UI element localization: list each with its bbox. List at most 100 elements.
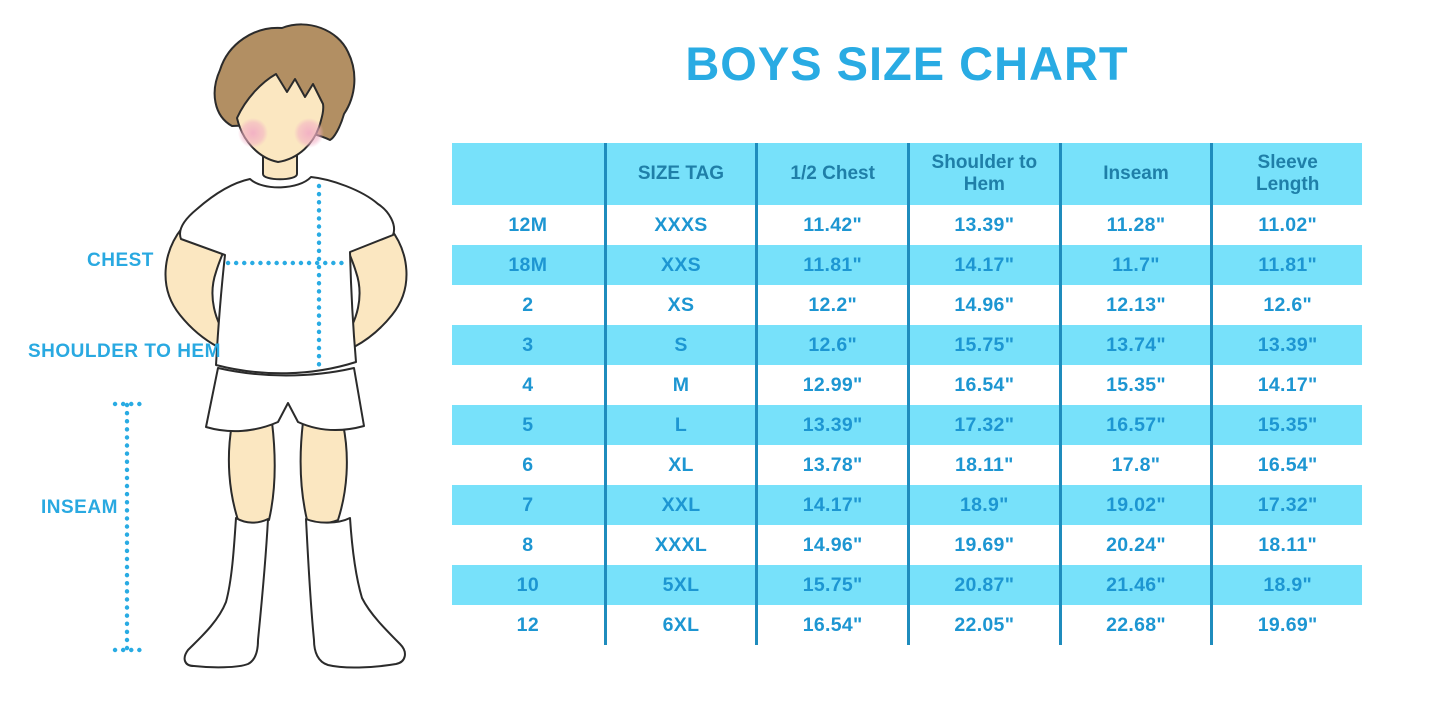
cell-shoulder-to-hem: 18.9" — [907, 485, 1059, 525]
cell-size: 7 — [522, 493, 534, 516]
table-row: 10 5XL 15.75" 20.87" 21.46" 18.9" — [452, 565, 1362, 605]
cell-sleeve-length: 11.02" — [1210, 205, 1362, 245]
shoulder-to-hem-label: SHOULDER TO HEM — [28, 341, 221, 362]
cell-half-chest: 14.96" — [755, 525, 907, 565]
chest-label: CHEST — [87, 250, 154, 271]
boy-illustration: CHEST SHOULDER TO HEM INSEAM — [0, 0, 460, 723]
cell-size: 6 — [522, 453, 534, 476]
cell-size: 12 — [516, 613, 539, 636]
table-row: 8 XXXL 14.96" 19.69" 20.24" 18.11" — [452, 525, 1362, 565]
cell-sleeve-length: 19.69" — [1210, 605, 1362, 645]
cell-size: 3 — [522, 333, 534, 356]
inseam-label: INSEAM — [41, 497, 118, 518]
cell-inseam: 11.28" — [1058, 205, 1211, 245]
cell-half-chest: 11.42" — [755, 205, 907, 245]
cell-sleeve-length: 18.9" — [1210, 565, 1362, 605]
cell-sleeve-length: 12.6" — [1210, 285, 1362, 325]
cell-half-chest: 11.81" — [755, 245, 907, 285]
cell-inseam: 21.46" — [1058, 565, 1211, 605]
cell-size-tag: XXXS — [603, 205, 756, 245]
cell-inseam: 11.7" — [1058, 245, 1211, 285]
right-blush — [294, 118, 324, 148]
table-row: 12 6XL 16.54" 22.05" 22.68" 19.69" — [452, 605, 1362, 645]
cell-size-tag: XL — [603, 445, 756, 485]
cell-shoulder-to-hem: 14.17" — [907, 245, 1059, 285]
cell-inseam: 15.35" — [1058, 365, 1211, 405]
right-leg-shape — [299, 421, 348, 524]
table-row: 2 XS 12.2" 14.96" 12.13" 12.6" — [452, 285, 1362, 325]
shorts-shape — [205, 367, 365, 433]
cell-inseam: 22.68" — [1058, 605, 1211, 645]
shirt-shape — [179, 176, 395, 375]
cell-size-tag: XXS — [603, 245, 756, 285]
cell-size: 4 — [522, 373, 534, 396]
cell-sleeve-length: 16.54" — [1210, 445, 1362, 485]
header-cell-sleeve-length: Sleeve Length — [1210, 143, 1362, 205]
left-leg-shape — [227, 421, 276, 524]
cell-size-tag: XXXL — [603, 525, 756, 565]
size-table: SIZE TAG 1/2 Chest Shoulder to Hem Insea… — [452, 143, 1362, 645]
cell-half-chest: 12.6" — [755, 325, 907, 365]
cell-inseam: 16.57" — [1058, 405, 1211, 445]
cell-size: 8 — [522, 533, 534, 556]
header-cell-shoulder-to-hem: Shoulder to Hem — [907, 143, 1059, 205]
cell-size-tag: XXL — [603, 485, 756, 525]
cell-size: 12M — [508, 213, 548, 236]
header-cell-inseam: Inseam — [1058, 143, 1211, 205]
cell-sleeve-length: 17.32" — [1210, 485, 1362, 525]
cell-shoulder-to-hem: 18.11" — [907, 445, 1059, 485]
cell-half-chest: 12.99" — [755, 365, 907, 405]
header-cell-size-tag: SIZE TAG — [603, 143, 756, 205]
cell-inseam: 17.8" — [1058, 445, 1211, 485]
cell-size: 5 — [522, 413, 534, 436]
cell-inseam: 12.13" — [1058, 285, 1211, 325]
cell-sleeve-length: 13.39" — [1210, 325, 1362, 365]
cell-shoulder-to-hem: 16.54" — [907, 365, 1059, 405]
cell-half-chest: 13.39" — [755, 405, 907, 445]
header-cell-size — [452, 143, 604, 205]
cell-size: 18M — [508, 253, 548, 276]
cell-size-tag: 6XL — [603, 605, 756, 645]
cell-size-tag: 5XL — [603, 565, 756, 605]
header-cell-half-chest: 1/2 Chest — [755, 143, 907, 205]
cell-size: 2 — [522, 293, 534, 316]
cell-inseam: 20.24" — [1058, 525, 1211, 565]
cell-shoulder-to-hem: 22.05" — [907, 605, 1059, 645]
cell-sleeve-length: 18.11" — [1210, 525, 1362, 565]
cell-inseam: 19.02" — [1058, 485, 1211, 525]
cell-sleeve-length: 14.17" — [1210, 365, 1362, 405]
cell-inseam: 13.74" — [1058, 325, 1211, 365]
cell-size: 10 — [516, 573, 539, 596]
cell-half-chest: 12.2" — [755, 285, 907, 325]
cell-shoulder-to-hem: 17.32" — [907, 405, 1059, 445]
cell-shoulder-to-hem: 13.39" — [907, 205, 1059, 245]
table-row: 18M XXS 11.81" 14.17" 11.7" 11.81" — [452, 245, 1362, 285]
left-sock-shape — [183, 517, 269, 669]
cell-shoulder-to-hem: 15.75" — [907, 325, 1059, 365]
cell-size-tag: M — [603, 365, 756, 405]
cell-shoulder-to-hem: 20.87" — [907, 565, 1059, 605]
cell-size-tag: L — [603, 405, 756, 445]
cell-size-tag: XS — [603, 285, 756, 325]
cell-half-chest: 16.54" — [755, 605, 907, 645]
page-title: BOYS SIZE CHART — [685, 37, 1129, 90]
cell-sleeve-length: 15.35" — [1210, 405, 1362, 445]
cell-half-chest: 15.75" — [755, 565, 907, 605]
table-header-row: SIZE TAG 1/2 Chest Shoulder to Hem Insea… — [452, 143, 1362, 205]
table-row: 12M XXXS 11.42" 13.39" 11.28" 11.02" — [452, 205, 1362, 245]
cell-size-tag: S — [603, 325, 756, 365]
cell-sleeve-length: 11.81" — [1210, 245, 1362, 285]
cell-shoulder-to-hem: 14.96" — [907, 285, 1059, 325]
cell-shoulder-to-hem: 19.69" — [907, 525, 1059, 565]
left-blush — [238, 118, 268, 148]
table-row: 6 XL 13.78" 18.11" 17.8" 16.54" — [452, 445, 1362, 485]
table-row: 7 XXL 14.17" 18.9" 19.02" 17.32" — [452, 485, 1362, 525]
cell-half-chest: 13.78" — [755, 445, 907, 485]
table-row: 3 S 12.6" 15.75" 13.74" 13.39" — [452, 325, 1362, 365]
right-sock-shape — [305, 517, 406, 669]
table-row: 4 M 12.99" 16.54" 15.35" 14.17" — [452, 365, 1362, 405]
table-row: 5 L 13.39" 17.32" 16.57" 15.35" — [452, 405, 1362, 445]
boy-figure-svg — [112, 23, 408, 669]
cell-half-chest: 14.17" — [755, 485, 907, 525]
